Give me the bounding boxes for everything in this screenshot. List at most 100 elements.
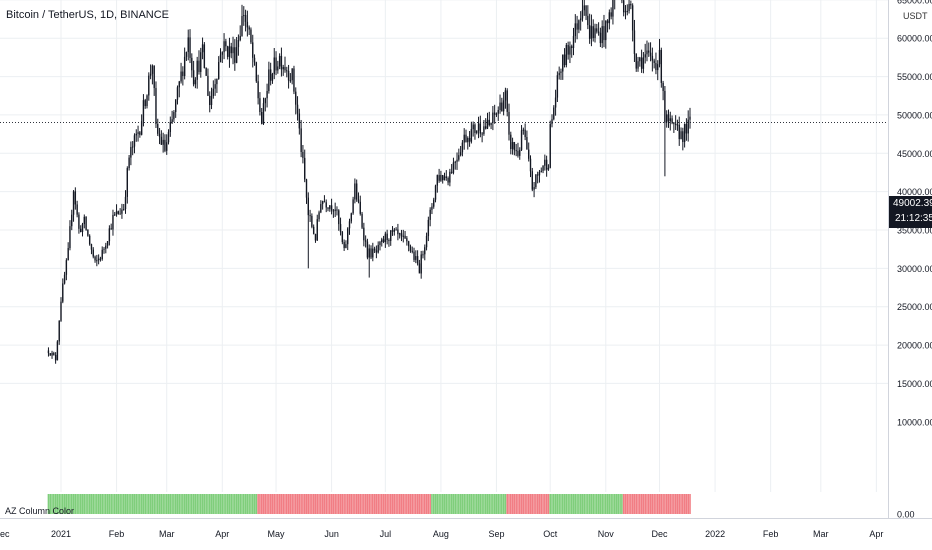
indicator-column	[660, 494, 663, 514]
indicator-column	[67, 494, 69, 514]
candle-body	[205, 67, 207, 76]
candle-body	[130, 147, 132, 158]
candle-body	[65, 260, 68, 275]
indicator-column	[622, 494, 625, 514]
candle-body	[547, 167, 550, 170]
indicator-column	[470, 494, 473, 514]
candle-body	[590, 26, 593, 39]
candle-body	[384, 233, 387, 243]
candle-body	[96, 260, 98, 262]
candle-body	[47, 350, 50, 354]
candle-body	[370, 248, 372, 258]
indicator-column	[655, 494, 657, 514]
candle-body	[402, 235, 404, 237]
indicator-column	[409, 494, 412, 514]
candle-body	[569, 46, 571, 55]
candle-body	[198, 60, 200, 72]
indicator-column	[452, 494, 455, 514]
candle-body	[495, 113, 498, 115]
indicator-column	[90, 494, 93, 514]
indicator-column	[277, 494, 279, 514]
candle-body	[153, 65, 155, 89]
candle-body	[287, 70, 290, 81]
candle-body	[74, 191, 77, 205]
x-tick-label: Dec	[652, 529, 669, 539]
indicator-column	[133, 494, 136, 514]
candle-body	[60, 301, 62, 321]
indicator-column	[680, 494, 682, 514]
indicator-column	[117, 494, 120, 514]
indicator-column	[96, 494, 98, 514]
indicator-column	[223, 494, 225, 514]
indicator-column	[479, 494, 482, 514]
candle-body	[262, 103, 265, 124]
candle-body	[121, 209, 123, 214]
indicator-column	[554, 494, 557, 514]
candle-body	[597, 31, 600, 33]
candle-body	[533, 187, 535, 190]
indicator-column	[217, 494, 220, 514]
indicator-column	[565, 494, 568, 514]
indicator-column	[635, 494, 638, 514]
chart-grid	[0, 0, 888, 492]
indicator-column	[647, 494, 650, 514]
indicator-column	[536, 494, 539, 514]
candle-body	[94, 256, 96, 261]
candle-body	[277, 66, 279, 71]
candle-body	[243, 15, 245, 17]
candle-body	[511, 142, 514, 150]
y-tick-label: 30000.00	[897, 264, 932, 274]
candle-body	[671, 118, 673, 123]
candle-body	[305, 179, 308, 198]
candle-body	[479, 123, 482, 134]
candle-body	[520, 130, 523, 150]
candle-body	[214, 84, 216, 89]
candle-body	[653, 60, 655, 64]
x-tick-label: Mar	[159, 529, 175, 539]
candle-body	[404, 235, 406, 239]
candle-body	[72, 191, 75, 215]
candle-body	[101, 249, 103, 260]
candle-body	[667, 114, 670, 122]
candle-body	[427, 219, 430, 237]
candle-body	[69, 226, 71, 249]
candle-body	[189, 37, 191, 58]
candle-body	[678, 124, 680, 140]
bar-countdown: 21:12:35	[895, 213, 932, 224]
indicator-column	[354, 494, 356, 514]
candle-body	[85, 216, 87, 230]
indicator-column	[69, 494, 71, 514]
candle-body	[209, 95, 211, 106]
indicator-column	[88, 494, 91, 514]
x-tick-label: ec	[0, 529, 10, 539]
x-tick-label: Feb	[109, 529, 125, 539]
indicator-column	[612, 494, 614, 514]
indicator-column	[226, 494, 229, 514]
indicator-column	[115, 494, 118, 514]
candle-body	[585, 5, 587, 16]
candle-body	[348, 221, 351, 229]
candle-body	[529, 158, 532, 172]
indicator-column	[465, 494, 467, 514]
indicator-column	[289, 494, 292, 514]
indicator-column	[87, 494, 89, 514]
candle-body	[375, 250, 378, 253]
indicator-column	[364, 494, 367, 514]
candle-body	[524, 129, 526, 138]
candle-body	[128, 157, 130, 169]
x-tick-label: Nov	[598, 529, 615, 539]
currency-label: USDT	[903, 11, 931, 21]
time-scale[interactable]: ec 2021 Feb Mar Apr May Jun Jul Aug Sep Oct Nov Dec 2…	[0, 529, 883, 539]
candle-body	[155, 88, 157, 125]
candle-body	[682, 131, 684, 143]
x-tick-label: Apr	[215, 529, 229, 539]
y-tick-label: 55000.00	[897, 72, 932, 82]
price-scale[interactable]: 75000.0070000.0065000.0060000.0055000.00…	[897, 0, 932, 520]
indicator-column	[110, 494, 112, 514]
candle-body	[689, 116, 691, 120]
candle-body	[630, 3, 632, 6]
indicator-column	[438, 494, 440, 514]
candle-body	[434, 185, 437, 200]
indicator-column	[418, 494, 421, 514]
